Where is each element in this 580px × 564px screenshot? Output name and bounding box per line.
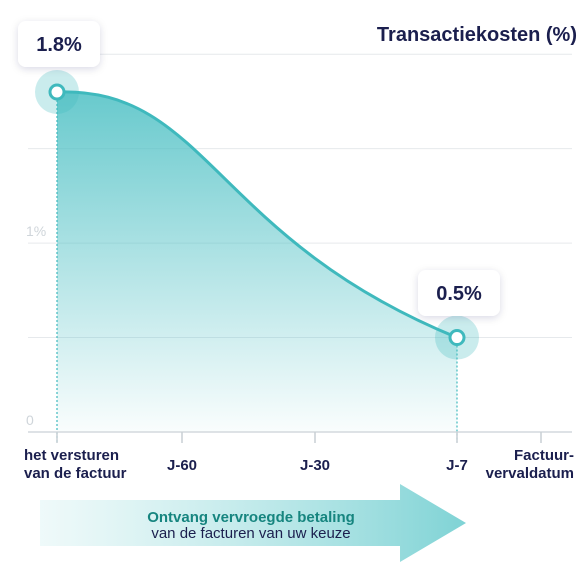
value-callout: 1.8% [18,21,100,67]
area-fill [57,91,457,432]
arrow-line-2: van de facturen van uw keuze [151,525,350,542]
drop-lines [56,91,458,442]
progress-arrow: Ontvang vervroegde betaling van de factu… [40,484,466,562]
callout-label: 0.5% [436,283,482,305]
y-tick-label: 1% [26,223,46,239]
callout-label: 1.8% [36,34,82,56]
x-tick-labels: het versturen van de factuur J-60 J-30 J-7 Fa… [24,447,574,482]
x-tick-marks [56,432,542,443]
data-marker [435,315,479,360]
data-marker [35,69,79,114]
chart-title: Transactiekosten (%) [377,24,577,46]
x-tick-label: J-60 [167,457,197,474]
y-tick-label: 0 [26,412,34,428]
value-callouts: 1.8% 0.5% [18,21,500,316]
x-tick-label: J-7 [446,457,468,474]
arrow-shape [40,484,466,562]
series-line [56,90,458,339]
data-markers [35,69,479,360]
value-callout: 0.5% [418,270,500,316]
x-tick-label: J-30 [300,457,330,474]
x-tick-label: Factuur-vervaldatum [486,447,574,482]
x-tick-label: het versturen van de factuur [24,447,127,482]
y-tick-labels: 0 1% [26,223,46,428]
arrow-line-1: Ontvang vervroegde betaling [147,509,355,526]
